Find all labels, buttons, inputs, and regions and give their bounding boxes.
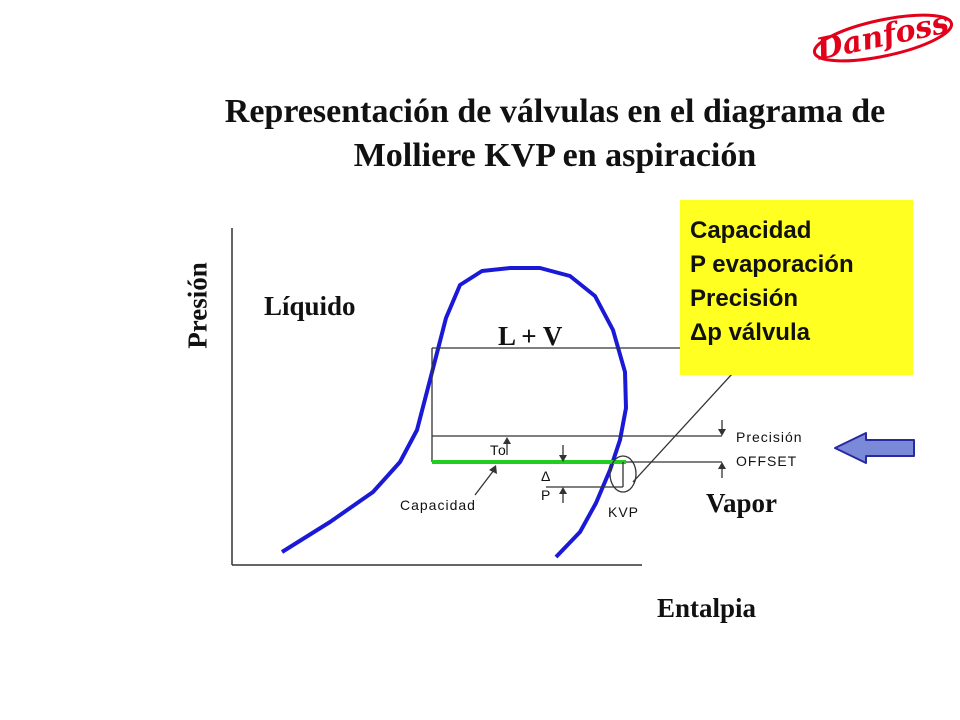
info-item-precision: Precisión — [690, 285, 799, 312]
info-item-capacidad: Capacidad — [690, 217, 812, 244]
info-box: Capacidad P evaporación Precisión Δp vál… — [680, 200, 913, 375]
precision-label: Precisión — [736, 429, 803, 445]
y-axis-label: Presión — [182, 262, 213, 349]
delta-p-arrowhead-top — [559, 455, 567, 462]
to-arrowhead — [503, 437, 511, 444]
delta-label: Δ — [541, 468, 552, 484]
kvp-marker — [609, 455, 637, 493]
pointer-arrow-icon — [834, 432, 915, 464]
danfoss-logo: Danfoss — [813, 8, 954, 68]
info-item-p-evaporacion: P evaporación — [690, 251, 854, 278]
page-title: Representación de válvulas en el diagram… — [110, 90, 960, 178]
info-item-delta-p: Δp válvula — [690, 319, 810, 346]
kvp-label: KVP — [608, 504, 640, 520]
precision-arrowhead — [718, 429, 726, 436]
title-line-2: Molliere KVP en aspiración — [353, 137, 757, 174]
offset-arrowhead — [718, 462, 726, 469]
capacidad-arrow — [474, 469, 495, 496]
vapor-label: Vapor — [706, 488, 778, 518]
title-line-1: Representación de válvulas en el diagram… — [224, 93, 886, 130]
capacidad-arrowhead — [489, 465, 497, 474]
mix-label: L + V — [498, 321, 563, 351]
p-label: P — [541, 487, 552, 503]
x-axis-label: Entalpia — [657, 593, 757, 623]
callout-line — [632, 373, 733, 483]
to-label: To — [490, 442, 507, 458]
delta-p-arrowhead-bottom — [559, 487, 567, 494]
offset-label: OFFSET — [736, 453, 798, 469]
liquid-label: Líquido — [264, 291, 356, 321]
capacidad-label: Capacidad — [400, 497, 476, 513]
